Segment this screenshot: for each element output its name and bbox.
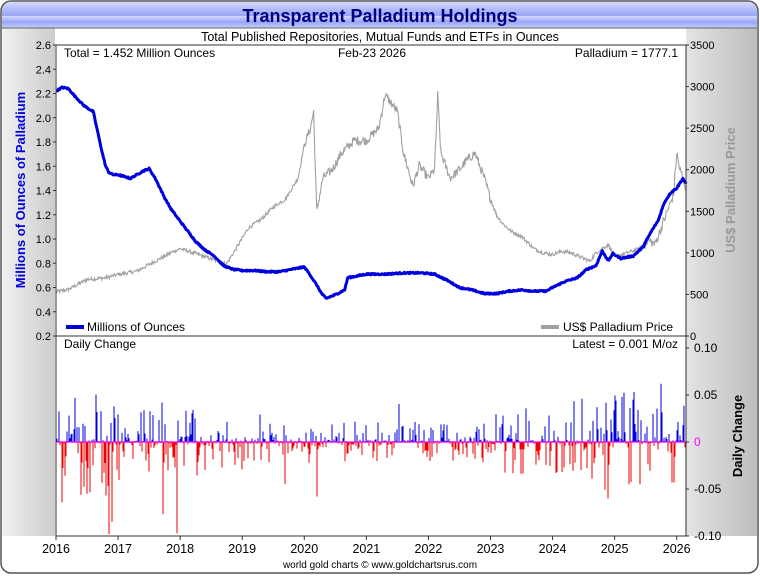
price-annotation: Palladium = 1777.1 xyxy=(575,46,678,60)
chart-title: Transparent Palladium Holdings xyxy=(242,6,517,26)
right-tick-label: 1000 xyxy=(690,248,714,260)
left-tick-label: 2.4 xyxy=(36,64,51,76)
left-tick-label: 1.8 xyxy=(36,137,51,149)
x-tick-label: 2018 xyxy=(166,542,194,556)
date-annotation: Feb-23 2026 xyxy=(338,46,406,60)
right-axis-label: US$ Palladium Price xyxy=(723,127,738,253)
right-tick-label: 1500 xyxy=(690,206,714,218)
right-tick-label: 3000 xyxy=(690,82,714,94)
left-tick-label: 2.6 xyxy=(36,40,51,52)
left-tick-label: 1.6 xyxy=(36,161,51,173)
left-tick-label: 0.2 xyxy=(36,331,51,343)
left-tick-label: 1.0 xyxy=(36,234,51,246)
left-tick-label: 0.4 xyxy=(36,307,51,319)
left-tick-label: 1.4 xyxy=(36,186,51,198)
right-band xyxy=(686,28,757,536)
left-tick-label: 2.0 xyxy=(36,113,51,125)
bottom-tick-label: 0.05 xyxy=(694,388,718,402)
top-panel xyxy=(55,44,687,337)
legend-price-label: US$ Palladium Price xyxy=(563,320,673,334)
left-tick-label: 0.6 xyxy=(36,283,51,295)
footer-credit: world gold charts © www.goldchartsrus.co… xyxy=(282,560,477,571)
x-tick-label: 2025 xyxy=(601,542,629,556)
left-axis-ticks: 2.6 2.4 2.2 2.0 1.8 1.6 1.4 1.2 1.0 0.8 0.6 0.4 0.2 xyxy=(36,40,56,343)
left-tick-label: 1.2 xyxy=(36,210,51,222)
right-tick-label: 2000 xyxy=(690,165,714,177)
right-tick-label: 500 xyxy=(690,289,708,301)
bottom-axis-ticks: 0.10 0.05 0 -0.05 -0.10 xyxy=(686,341,722,543)
daily-change-axis-label: Daily Change xyxy=(730,395,745,477)
left-axis-label: Millions of Ounces of Palladium xyxy=(13,92,28,288)
left-band xyxy=(2,28,55,536)
title-bar-bottom xyxy=(2,16,757,28)
price-series xyxy=(55,91,687,295)
total-annotation: Total = 1.452 Million Ounces xyxy=(64,46,215,60)
bottom-panel-border xyxy=(55,335,687,537)
x-tick-label: 2021 xyxy=(352,542,380,556)
x-axis-ticks: 2016 2017 2018 2019 2020 2021 2022 2023 2024 2025… xyxy=(42,536,691,556)
bottom-tick-label: -0.10 xyxy=(694,529,722,543)
x-tick-label: 2016 xyxy=(42,542,70,556)
right-tick-label: 0 xyxy=(690,331,696,343)
x-tick-label: 2026 xyxy=(663,542,691,556)
x-tick-label: 2019 xyxy=(228,542,256,556)
x-tick-label: 2020 xyxy=(290,542,318,556)
x-tick-label: 2017 xyxy=(104,542,132,556)
bottom-tick-label: 0.10 xyxy=(694,341,718,355)
x-tick-label: 2024 xyxy=(539,542,567,556)
legend-holdings-label: Millions of Ounces xyxy=(87,320,185,334)
x-tick-label: 2023 xyxy=(477,542,505,556)
bottom-tick-label: 0 xyxy=(694,435,701,449)
latest-annotation: Latest = 0.001 M/oz xyxy=(572,337,678,351)
holdings-line xyxy=(55,85,688,300)
holdings-series xyxy=(55,85,688,300)
right-axis-ticks: 3500 3000 2500 2000 1500 1000 500 0 xyxy=(686,40,714,343)
chart-subtitle: Total Published Repositories, Mutual Fun… xyxy=(201,30,559,44)
x-tick-label: 2022 xyxy=(415,542,443,556)
right-tick-label: 3500 xyxy=(690,40,714,52)
bottom-tick-label: -0.05 xyxy=(694,482,722,496)
left-tick-label: 0.8 xyxy=(36,258,51,270)
daily-change-label: Daily Change xyxy=(64,337,136,351)
right-tick-label: 2500 xyxy=(690,123,714,135)
left-tick-label: 2.2 xyxy=(36,89,51,101)
price-line xyxy=(55,91,687,295)
